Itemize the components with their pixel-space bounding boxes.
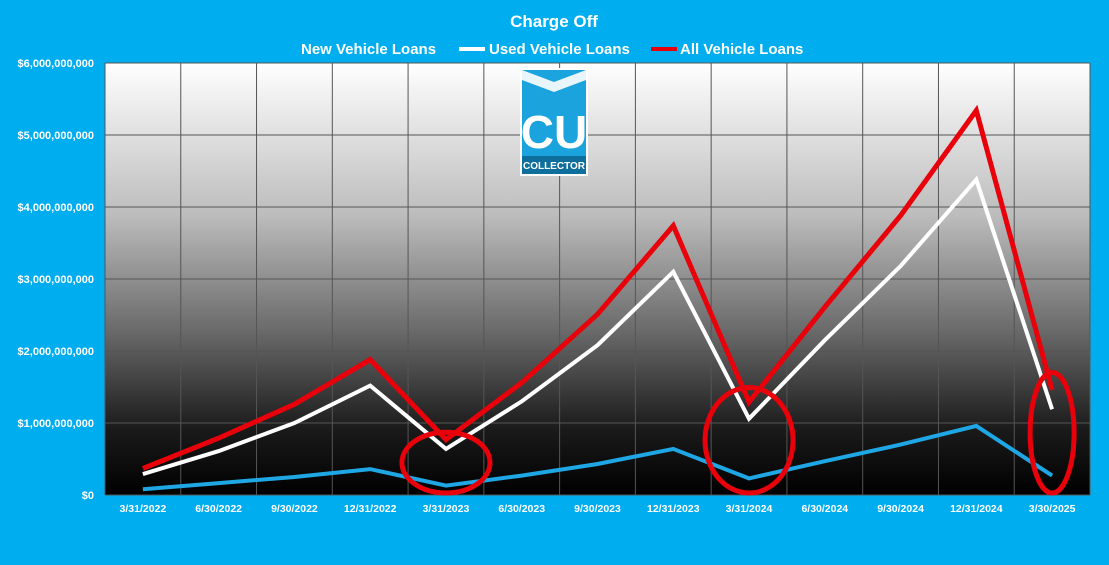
x-tick-label: 6/30/2023 — [498, 503, 545, 515]
x-tick-label: 3/30/2025 — [1029, 503, 1076, 515]
y-axis: $0 $1,000,000,000 $2,000,000,000 $3,000,000… — [18, 58, 94, 502]
x-tick-label: 9/30/2024 — [877, 503, 924, 515]
series-line-all-vehicle-loans — [141, 104, 1055, 471]
logo-letters: CU — [521, 106, 587, 158]
x-tick-label: 3/31/2022 — [120, 503, 167, 515]
y-tick-label: $5,000,000,000 — [18, 130, 94, 142]
x-tick-label: 12/31/2023 — [647, 503, 700, 515]
legend: New Vehicle Loans Used Vehicle Loans All V… — [301, 41, 803, 58]
legend-label: All Vehicle Loans — [680, 41, 803, 58]
logo-caption: COLLECTOR — [523, 161, 586, 172]
chart-title: Charge Off — [510, 12, 598, 31]
legend-label: Used Vehicle Loans — [489, 41, 630, 58]
x-tick-label: 12/31/2022 — [344, 503, 397, 515]
y-tick-label: $2,000,000,000 — [18, 346, 94, 358]
x-tick-label: 6/30/2022 — [195, 503, 242, 515]
highlight-ellipse — [1027, 369, 1077, 496]
y-tick-label: $4,000,000,000 — [18, 202, 94, 214]
highlight-ellipse — [399, 429, 493, 496]
x-tick-label: 6/30/2024 — [801, 503, 848, 515]
x-tick-label: 12/31/2024 — [950, 503, 1003, 515]
x-tick-label: 9/30/2023 — [574, 503, 621, 515]
y-tick-label: $6,000,000,000 — [18, 58, 94, 70]
series-line-new-vehicle-loans — [142, 423, 1054, 492]
x-tick-label: 3/31/2023 — [423, 503, 470, 515]
y-tick-label: $0 — [82, 490, 94, 502]
y-tick-label: $3,000,000,000 — [18, 274, 94, 286]
highlight-ellipses — [399, 369, 1077, 496]
series-line-used-vehicle-loans — [142, 175, 1054, 477]
gridlines — [104, 62, 1091, 496]
series-lines — [141, 104, 1055, 492]
x-axis: 3/31/2022 6/30/2022 9/30/2022 12/31/2022 3/3… — [120, 503, 1076, 515]
y-tick-label: $1,000,000,000 — [18, 418, 94, 430]
x-tick-label: 9/30/2022 — [271, 503, 318, 515]
cu-collector-logo: CU COLLECTOR — [520, 68, 588, 176]
x-tick-label: 3/31/2024 — [726, 503, 773, 515]
legend-label: New Vehicle Loans — [301, 41, 436, 58]
highlight-ellipse — [702, 385, 796, 496]
